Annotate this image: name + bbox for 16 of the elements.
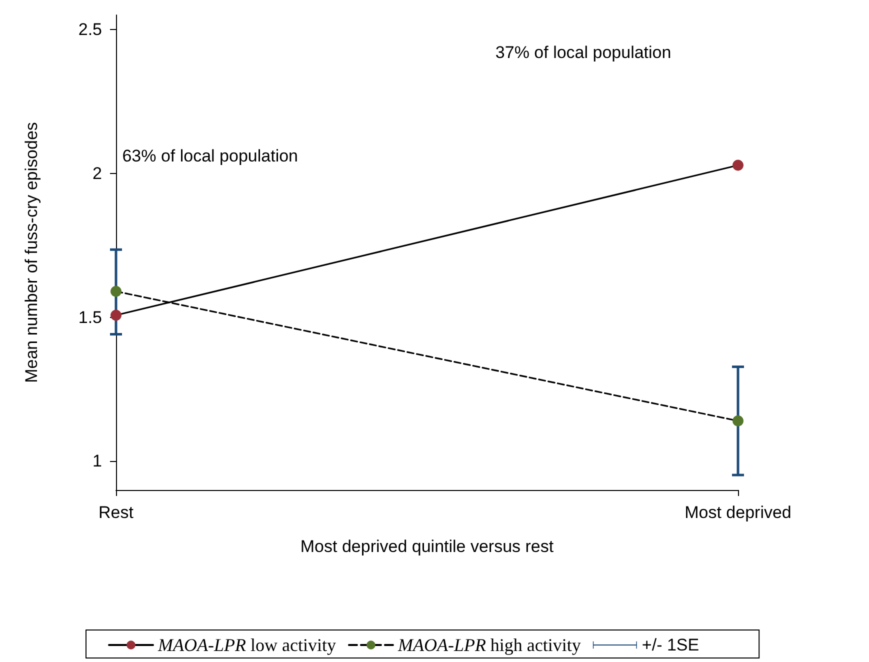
point (110, 286, 122, 297)
annotation: 37% of local population (495, 42, 672, 62)
legend-label: MAOA-LPR high activity (396, 635, 581, 655)
y-tick-label: 2.5 (78, 20, 102, 39)
x-tick-label: Rest (98, 503, 134, 522)
y-tick-label: 2 (92, 164, 102, 183)
y-tick-label: 1 (92, 452, 102, 471)
x-tick-label: Most deprived (684, 503, 792, 522)
text: +/- 1SE (642, 636, 700, 654)
y-axis-title: Mean number of fuss-cry episodes (22, 122, 41, 383)
point (732, 160, 744, 171)
annotation: 63% of local population (122, 146, 298, 166)
y-tick-label: 1.5 (78, 308, 102, 327)
point (732, 415, 744, 426)
legend-label: MAOA-LPR low activity (157, 635, 336, 655)
x-axis-title: Most deprived quintile versus rest (300, 537, 554, 556)
